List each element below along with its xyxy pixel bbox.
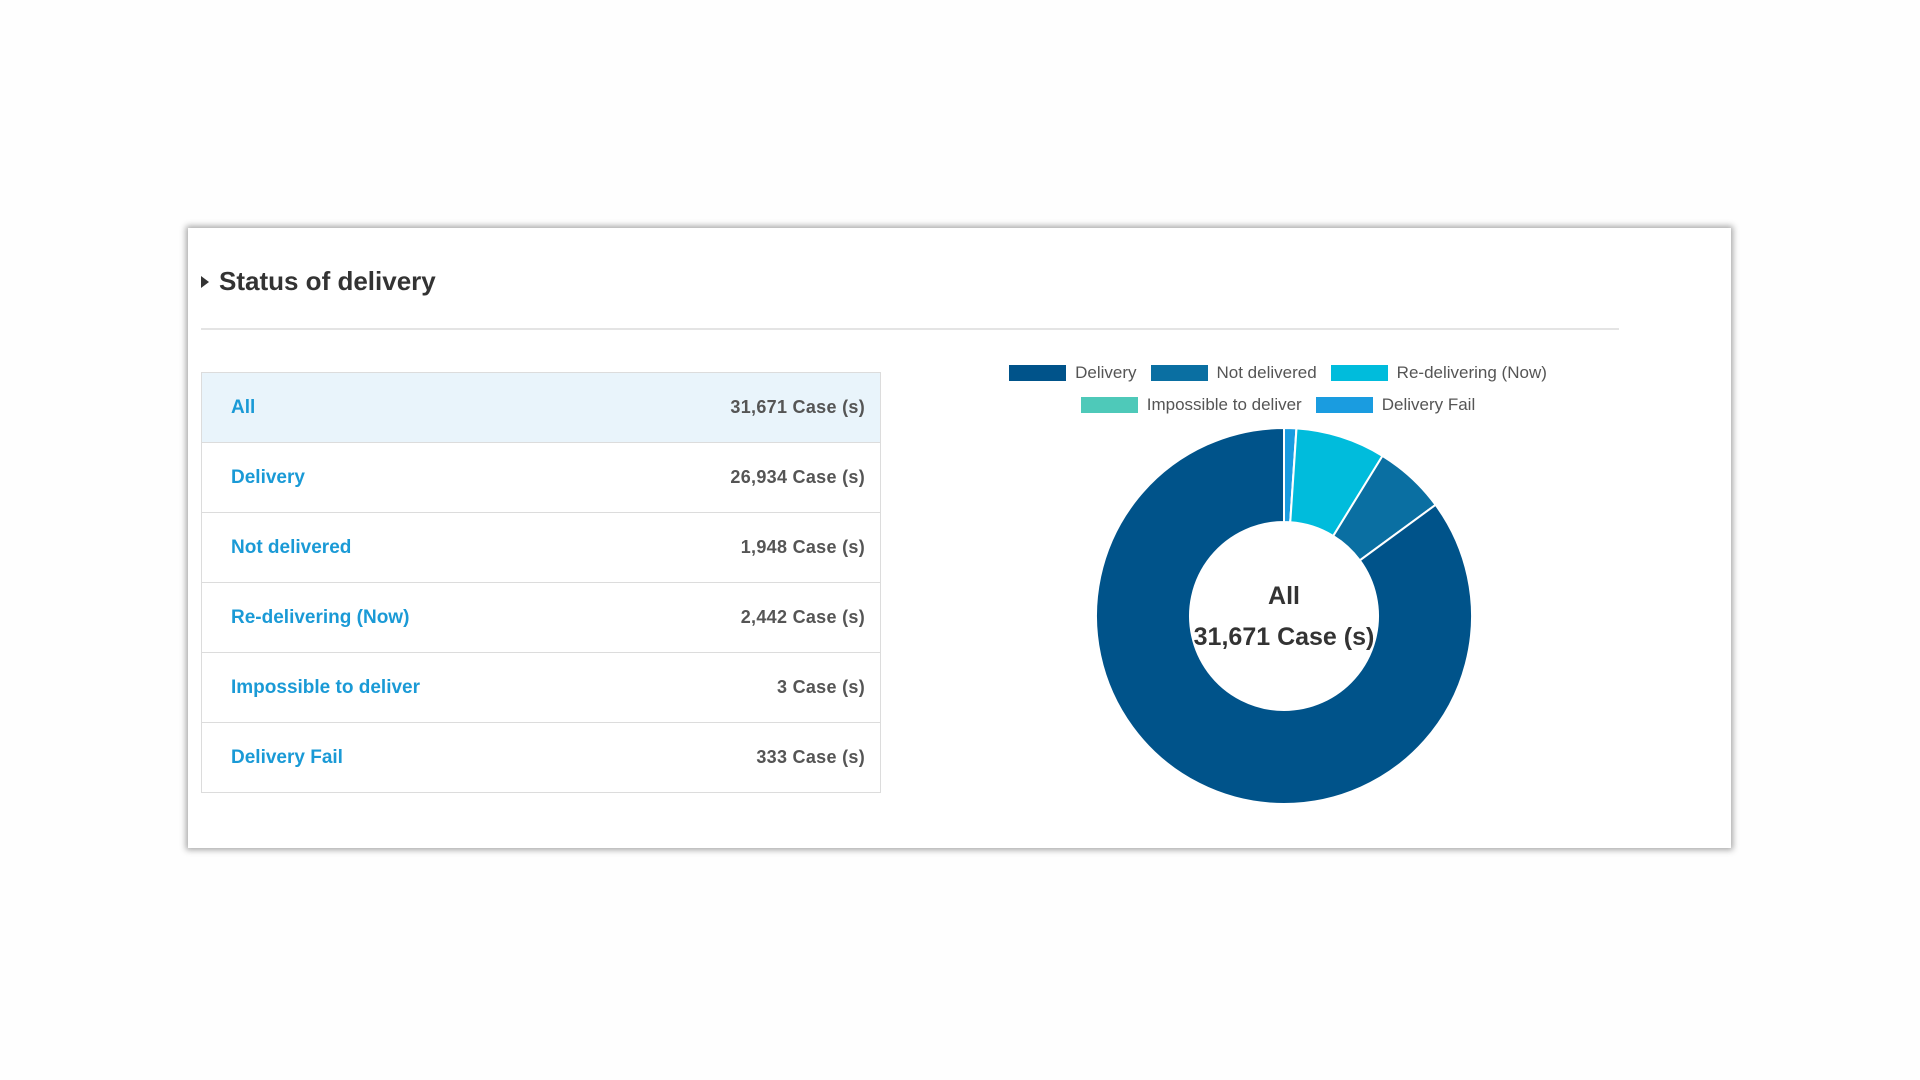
legend-item-delivery-fail[interactable]: Delivery Fail	[1315, 395, 1476, 415]
status-row-not-delivered[interactable]: Not delivered 1,948 Case (s)	[202, 513, 880, 583]
status-label: Delivery	[231, 466, 305, 488]
status-count: 3 Case (s)	[776, 677, 865, 697]
legend-item-delivery[interactable]: Delivery	[1009, 363, 1137, 383]
donut-center-value: 31,671 Case (s)	[1194, 623, 1375, 651]
panel-title: Status of delivery	[219, 266, 436, 296]
status-of-delivery-panel: Status of delivery All 31,671 Case (s) D…	[188, 228, 1731, 848]
donut-slices	[1095, 426, 1473, 805]
chart-legend: Delivery Not delivered Re-delivering (No…	[958, 358, 1598, 422]
panel-header[interactable]: Status of delivery	[201, 266, 436, 297]
legend-item-not-delivered[interactable]: Not delivered	[1150, 363, 1317, 383]
legend-item-re-delivering[interactable]: Re-delivering (Now)	[1330, 363, 1547, 383]
status-row-delivery[interactable]: Delivery 26,934 Case (s)	[202, 443, 880, 513]
legend-row: Impossible to deliver Delivery Fail	[958, 390, 1598, 420]
legend-label: Delivery Fail	[1381, 395, 1476, 414]
delivery-status-chart: Delivery Not delivered Re-delivering (No…	[958, 358, 1598, 838]
status-count: 1,948 Case (s)	[740, 537, 865, 557]
donut-center-label: All	[1268, 582, 1300, 610]
donut-slice-delivery[interactable]	[1095, 426, 1473, 805]
status-label: All	[231, 396, 256, 418]
status-row-all[interactable]: All 31,671 Case (s)	[202, 373, 880, 443]
status-label: Delivery Fail	[231, 746, 343, 768]
header-divider	[201, 328, 1619, 330]
legend-swatch	[1009, 365, 1067, 381]
caret-right-icon[interactable]	[201, 275, 209, 288]
status-list: All 31,671 Case (s) Delivery 26,934 Case…	[201, 372, 881, 793]
legend-label: Delivery	[1075, 363, 1137, 382]
status-count: 333 Case (s)	[756, 747, 865, 767]
legend-item-impossible-to-deliver[interactable]: Impossible to deliver	[1080, 395, 1302, 415]
status-label: Re-delivering (Now)	[231, 606, 410, 628]
legend-swatch	[1150, 365, 1208, 381]
legend-swatch	[1315, 397, 1373, 413]
status-row-delivery-fail[interactable]: Delivery Fail 333 Case (s)	[202, 723, 880, 792]
status-label: Impossible to deliver	[231, 676, 420, 698]
status-count: 26,934 Case (s)	[730, 467, 865, 487]
status-row-re-delivering[interactable]: Re-delivering (Now) 2,442 Case (s)	[202, 583, 880, 653]
status-count: 31,671 Case (s)	[730, 397, 865, 417]
donut-chart: All 31,671 Case (s)	[1095, 426, 1473, 805]
status-label: Not delivered	[231, 536, 352, 558]
legend-swatch	[1330, 365, 1388, 381]
legend-label: Impossible to deliver	[1146, 395, 1302, 414]
status-row-impossible-to-deliver[interactable]: Impossible to deliver 3 Case (s)	[202, 653, 880, 723]
legend-label: Not delivered	[1216, 363, 1317, 382]
legend-swatch	[1080, 397, 1138, 413]
legend-label: Re-delivering (Now)	[1396, 363, 1547, 382]
status-count: 2,442 Case (s)	[740, 607, 865, 627]
legend-row: Delivery Not delivered Re-delivering (No…	[958, 358, 1598, 388]
